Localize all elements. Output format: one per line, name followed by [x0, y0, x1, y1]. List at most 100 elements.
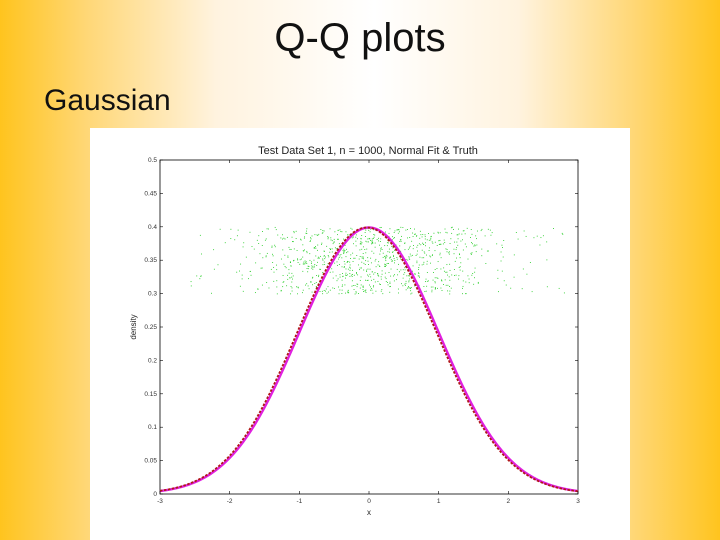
data-point — [553, 228, 554, 229]
data-point — [434, 287, 436, 289]
data-point — [409, 275, 411, 277]
data-point — [309, 259, 311, 261]
data-point — [394, 274, 396, 276]
data-point — [350, 254, 352, 256]
data-point — [385, 231, 386, 233]
data-point — [353, 243, 354, 245]
data-point — [239, 270, 240, 272]
data-point — [360, 237, 362, 239]
data-point — [486, 250, 488, 252]
data-point — [384, 256, 386, 258]
data-point — [457, 234, 459, 236]
data-point — [480, 230, 482, 232]
data-point — [542, 235, 544, 237]
data-point — [297, 259, 299, 261]
data-point — [418, 264, 420, 266]
data-point — [306, 233, 308, 234]
data-point — [391, 251, 393, 253]
data-point — [422, 234, 424, 236]
data-point — [444, 279, 446, 281]
data-point — [372, 237, 374, 239]
data-point — [381, 249, 383, 250]
data-point — [261, 284, 263, 286]
data-point — [351, 237, 353, 239]
data-point — [458, 228, 459, 230]
data-point — [291, 281, 293, 283]
data-point — [297, 258, 298, 260]
data-point — [338, 286, 340, 288]
data-point — [481, 228, 483, 230]
data-point — [362, 256, 364, 258]
data-point — [404, 272, 406, 274]
data-point — [331, 240, 333, 242]
data-point — [213, 268, 215, 270]
data-point — [426, 260, 428, 262]
data-point — [422, 242, 423, 244]
data-point — [311, 235, 313, 237]
data-point — [412, 248, 414, 250]
data-point — [400, 226, 402, 228]
data-point — [230, 238, 232, 240]
data-point — [313, 265, 315, 267]
data-point — [437, 232, 439, 234]
data-point — [377, 273, 378, 274]
data-point — [446, 249, 448, 250]
data-point — [333, 241, 335, 243]
data-point — [393, 258, 395, 260]
data-point — [381, 289, 383, 291]
data-point — [385, 257, 387, 259]
data-point — [320, 268, 322, 270]
data-point — [296, 286, 298, 288]
data-point — [367, 268, 369, 270]
data-point — [302, 256, 304, 258]
data-point — [345, 274, 346, 276]
data-point — [389, 257, 391, 259]
data-point — [439, 239, 441, 241]
data-point — [389, 251, 391, 253]
data-point — [497, 291, 499, 293]
data-point — [409, 245, 411, 247]
data-point — [275, 229, 277, 231]
data-point — [468, 282, 470, 284]
data-point — [319, 268, 321, 270]
data-point — [302, 289, 304, 291]
data-point — [425, 254, 427, 256]
data-point — [309, 241, 311, 242]
data-point — [337, 238, 339, 240]
data-point — [323, 255, 325, 257]
data-point — [513, 276, 515, 278]
data-point — [398, 292, 399, 294]
data-point — [271, 246, 273, 248]
data-point — [363, 258, 365, 260]
data-point — [459, 269, 461, 271]
data-point — [371, 240, 373, 242]
data-point — [360, 242, 362, 244]
data-point — [398, 231, 400, 233]
data-point — [429, 255, 431, 257]
data-point — [458, 275, 460, 277]
data-point — [261, 267, 263, 269]
data-point — [460, 262, 462, 264]
data-point — [286, 285, 288, 287]
data-point — [303, 263, 305, 265]
data-point — [302, 250, 304, 252]
data-point — [521, 288, 523, 290]
data-point — [321, 290, 323, 292]
data-point — [420, 244, 422, 246]
data-point — [456, 257, 457, 259]
data-point — [328, 291, 329, 293]
data-point — [481, 255, 483, 257]
truth-curve — [159, 226, 579, 493]
data-point — [339, 255, 341, 257]
data-point — [316, 264, 318, 266]
plot-frame — [159, 159, 579, 495]
data-point — [323, 255, 325, 257]
data-point — [431, 291, 433, 293]
data-point — [335, 248, 337, 250]
data-point — [430, 236, 432, 238]
data-point — [376, 239, 378, 240]
data-point — [445, 231, 447, 233]
data-point — [359, 279, 361, 281]
data-point — [306, 283, 308, 285]
data-point — [370, 262, 372, 264]
